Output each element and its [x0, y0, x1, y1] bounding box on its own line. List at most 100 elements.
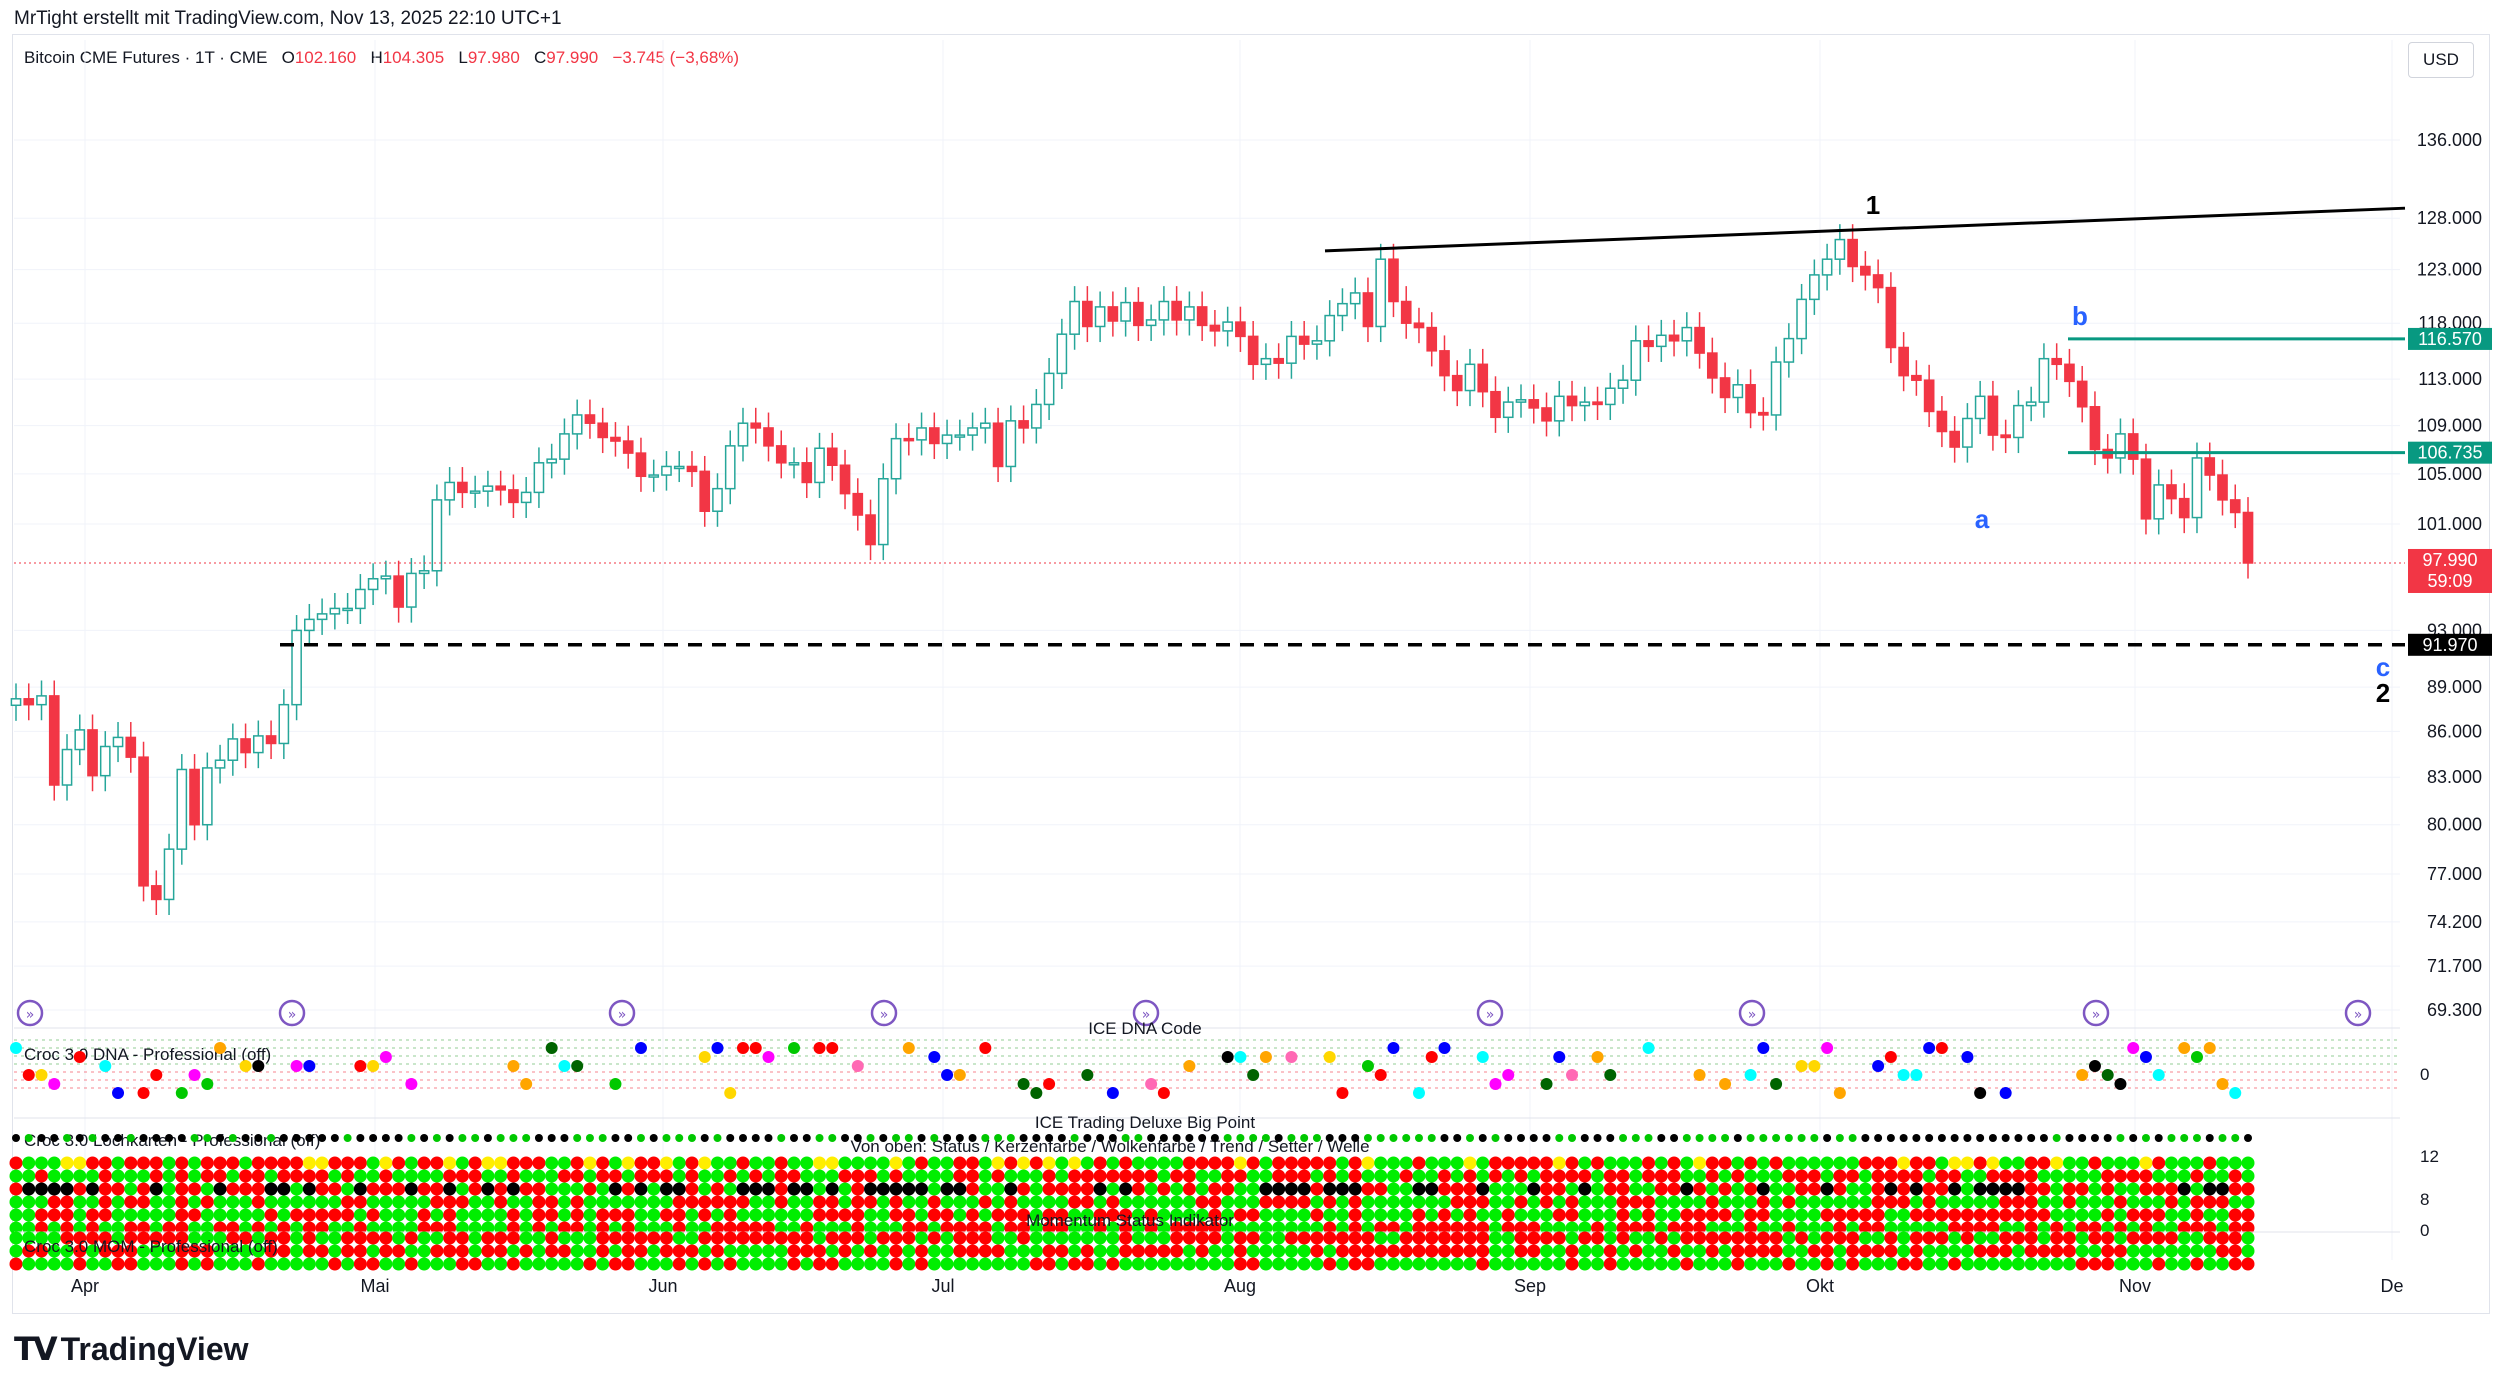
status-matrix-dot: [1425, 1182, 1439, 1196]
candle-up: [316, 613, 328, 621]
bigpoint-dot: [1861, 1134, 1870, 1142]
candle-down: [1247, 335, 1259, 366]
mom-dot: [1744, 1244, 1758, 1258]
candle-down: [1400, 300, 1412, 324]
status-matrix-dot: [1080, 1169, 1094, 1183]
bigpoint-dot: [165, 1134, 174, 1142]
mom-dot: [315, 1257, 329, 1271]
status-matrix-dot: [455, 1195, 469, 1209]
bigpoint-dot: [2078, 1134, 2087, 1142]
status-matrix-dot: [710, 1182, 724, 1196]
status-matrix-dot: [1361, 1182, 1375, 1196]
status-matrix-dot: [1756, 1208, 1770, 1222]
wave-label: a: [1975, 504, 1990, 534]
status-matrix-dot: [226, 1195, 240, 1209]
currency-button[interactable]: USD: [2408, 42, 2474, 78]
status-matrix-dot: [736, 1208, 750, 1222]
status-matrix-dot: [838, 1221, 852, 1235]
mom-dot: [774, 1231, 788, 1245]
y-tick-label: 77.000: [2427, 864, 2482, 884]
bigpoint-dot: [1835, 1134, 1844, 1142]
mom-dot: [1131, 1231, 1145, 1245]
bigpoint-dot: [1006, 1134, 1015, 1142]
dna-dot: [1361, 1060, 1374, 1072]
status-matrix-dot: [2177, 1156, 2191, 1170]
status-matrix-dot: [1527, 1221, 1541, 1235]
status-matrix-dot: [519, 1208, 533, 1222]
status-matrix-dot: [647, 1195, 661, 1209]
y-tick-label: 113.000: [2418, 369, 2482, 389]
candle-up: [1962, 417, 1973, 448]
bigpoint-dot: [114, 1134, 123, 1142]
candle-down: [865, 514, 876, 546]
status-matrix-dot: [545, 1169, 559, 1183]
symbol-legend[interactable]: Bitcoin CME Futures · 1T · CME O102.160 …: [24, 48, 739, 68]
status-matrix-dot: [290, 1221, 304, 1235]
bigpoint-dot: [1491, 1134, 1500, 1142]
dna-dot: [571, 1060, 584, 1072]
bigpoint-dot: [636, 1134, 645, 1142]
status-matrix-dot: [1514, 1221, 1528, 1235]
mom-dot: [1769, 1257, 1783, 1271]
status-matrix-dot: [1642, 1156, 1656, 1170]
status-matrix-dot: [86, 1156, 100, 1170]
status-matrix-dot: [1591, 1195, 1605, 1209]
status-matrix-dot: [124, 1195, 138, 1209]
status-matrix-dot: [915, 1169, 929, 1183]
dna-dot: [545, 1042, 558, 1054]
candle-up: [1286, 335, 1297, 364]
status-matrix-dot: [328, 1169, 342, 1183]
bigpoint-dot: [458, 1134, 467, 1142]
status-matrix-dot: [47, 1221, 61, 1235]
mom-dot: [1756, 1244, 1770, 1258]
status-matrix-dot: [966, 1195, 980, 1209]
mom-dot: [698, 1244, 712, 1258]
dna-dot: [1935, 1042, 1948, 1054]
status-matrix-dot: [226, 1208, 240, 1222]
status-matrix-dot: [1578, 1195, 1592, 1209]
mom-dot: [1068, 1257, 1082, 1271]
bigpoint-dot: [254, 1134, 263, 1142]
dna-dot: [1387, 1042, 1400, 1054]
dna-dot: [1425, 1051, 1438, 1063]
candle-up: [1834, 238, 1846, 260]
bigpoint-dot: [1312, 1134, 1321, 1142]
status-matrix-dot: [787, 1156, 801, 1170]
status-matrix-dot: [787, 1195, 801, 1209]
mom-dot: [430, 1231, 444, 1245]
mom-dot: [927, 1231, 941, 1245]
status-matrix-dot: [506, 1182, 520, 1196]
status-matrix-dot: [813, 1221, 827, 1235]
mom-dot: [1807, 1231, 1821, 1245]
candle-up: [418, 570, 430, 575]
bigpoint-dot: [790, 1134, 799, 1142]
status-matrix-dot: [366, 1182, 380, 1196]
status-matrix-dot: [1667, 1182, 1681, 1196]
mom-dot: [60, 1257, 74, 1271]
mom-dot: [1017, 1257, 1031, 1271]
mom-dot: [1795, 1257, 1809, 1271]
status-matrix-dot: [1068, 1156, 1082, 1170]
status-matrix-dot: [149, 1156, 163, 1170]
status-matrix-dot: [60, 1221, 74, 1235]
mom-dot: [762, 1244, 776, 1258]
status-matrix-dot: [1616, 1182, 1630, 1196]
status-matrix-dot: [966, 1208, 980, 1222]
status-matrix-dot: [800, 1169, 814, 1183]
status-matrix-dot: [813, 1182, 827, 1196]
status-matrix-dot: [149, 1221, 163, 1235]
event-arrow-icon: [2344, 999, 2372, 1027]
status-matrix-dot: [366, 1195, 380, 1209]
candle-down: [852, 492, 864, 516]
status-matrix-dot: [392, 1182, 406, 1196]
status-matrix-dot: [60, 1195, 74, 1209]
status-matrix-dot: [698, 1195, 712, 1209]
mom-dot: [1935, 1244, 1949, 1258]
status-matrix-dot: [685, 1169, 699, 1183]
bigpoint-dot: [1185, 1134, 1194, 1142]
bigpoint-dot: [1045, 1134, 1054, 1142]
mom-dot: [1769, 1231, 1783, 1245]
status-matrix-dot: [621, 1182, 635, 1196]
mom-dot: [1833, 1257, 1847, 1271]
